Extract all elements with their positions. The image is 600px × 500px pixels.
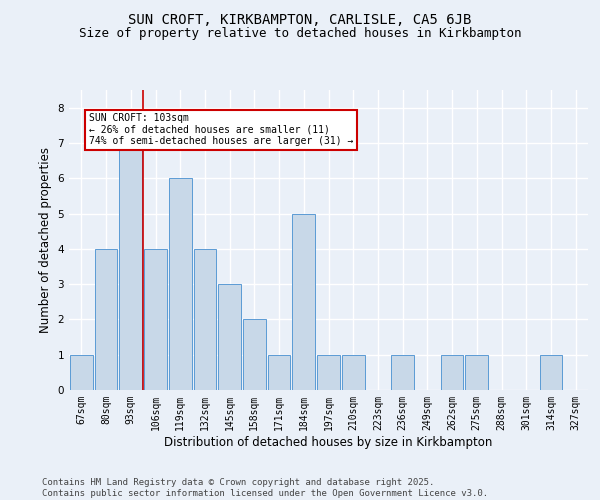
Bar — [194, 249, 216, 390]
Bar — [119, 143, 142, 390]
Text: SUN CROFT: 103sqm
← 26% of detached houses are smaller (11)
74% of semi-detached: SUN CROFT: 103sqm ← 26% of detached hous… — [89, 113, 353, 146]
Text: Size of property relative to detached houses in Kirkbampton: Size of property relative to detached ho… — [79, 28, 521, 40]
Bar — [218, 284, 241, 390]
Bar — [144, 249, 167, 390]
Bar — [466, 354, 488, 390]
Bar — [95, 249, 118, 390]
Text: SUN CROFT, KIRKBAMPTON, CARLISLE, CA5 6JB: SUN CROFT, KIRKBAMPTON, CARLISLE, CA5 6J… — [128, 12, 472, 26]
Bar — [539, 354, 562, 390]
Bar — [342, 354, 365, 390]
Bar — [70, 354, 93, 390]
Text: Contains HM Land Registry data © Crown copyright and database right 2025.
Contai: Contains HM Land Registry data © Crown c… — [42, 478, 488, 498]
X-axis label: Distribution of detached houses by size in Kirkbampton: Distribution of detached houses by size … — [164, 436, 493, 448]
Bar — [292, 214, 315, 390]
Bar — [441, 354, 463, 390]
Bar — [169, 178, 191, 390]
Bar — [317, 354, 340, 390]
Bar — [243, 320, 266, 390]
Bar — [268, 354, 290, 390]
Y-axis label: Number of detached properties: Number of detached properties — [39, 147, 52, 333]
Bar — [391, 354, 414, 390]
